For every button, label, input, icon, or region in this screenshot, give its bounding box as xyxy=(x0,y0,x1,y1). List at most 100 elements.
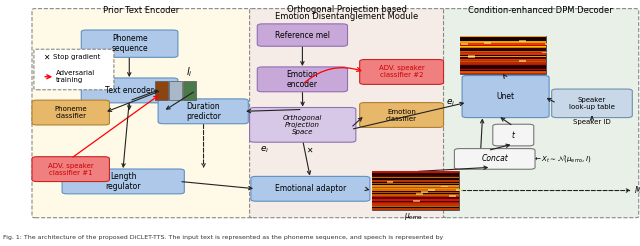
Text: Speaker ID: Speaker ID xyxy=(573,119,611,125)
Bar xyxy=(372,173,459,174)
Bar xyxy=(372,192,459,193)
Bar xyxy=(460,58,546,60)
Bar xyxy=(468,55,476,57)
Bar xyxy=(460,46,546,47)
FancyBboxPatch shape xyxy=(32,100,109,125)
Text: Orthogonal
Projection
Space: Orthogonal Projection Space xyxy=(283,115,323,135)
Bar xyxy=(460,36,546,74)
FancyBboxPatch shape xyxy=(81,30,178,57)
Bar xyxy=(372,179,459,180)
FancyBboxPatch shape xyxy=(444,9,639,218)
Bar xyxy=(460,39,546,41)
FancyBboxPatch shape xyxy=(32,157,109,182)
Bar xyxy=(372,207,459,208)
Bar xyxy=(372,174,459,175)
Text: Duration
predictor: Duration predictor xyxy=(186,102,221,121)
Text: Adversarial: Adversarial xyxy=(56,70,95,76)
Bar xyxy=(372,171,459,173)
Bar xyxy=(460,49,546,51)
FancyBboxPatch shape xyxy=(158,99,248,124)
Bar xyxy=(460,71,546,73)
FancyBboxPatch shape xyxy=(454,149,535,169)
Bar xyxy=(372,185,459,187)
Bar xyxy=(460,48,546,50)
Bar xyxy=(372,198,459,200)
Text: Phoneme
classifier: Phoneme classifier xyxy=(54,106,87,119)
Bar xyxy=(372,188,459,189)
Bar xyxy=(545,43,552,45)
Bar xyxy=(372,186,459,188)
Bar xyxy=(460,55,546,56)
Text: Mel loss: Mel loss xyxy=(635,186,640,195)
FancyBboxPatch shape xyxy=(462,76,549,118)
Bar xyxy=(372,182,459,183)
Bar xyxy=(449,195,456,197)
Bar xyxy=(542,52,549,53)
Bar xyxy=(422,191,428,193)
Bar xyxy=(460,62,546,64)
Text: Orthogonal Projection based: Orthogonal Projection based xyxy=(287,5,407,14)
Text: Text encoder: Text encoder xyxy=(105,86,154,95)
Bar xyxy=(413,200,420,202)
Bar xyxy=(416,193,423,195)
Bar xyxy=(169,81,182,100)
Text: Stop gradient: Stop gradient xyxy=(53,54,100,60)
Text: Emotion
classifier: Emotion classifier xyxy=(386,108,417,122)
Bar xyxy=(461,43,468,45)
Bar xyxy=(441,185,448,187)
FancyBboxPatch shape xyxy=(250,9,445,218)
FancyBboxPatch shape xyxy=(257,24,348,46)
Text: ✕: ✕ xyxy=(44,53,50,62)
Bar xyxy=(372,199,459,201)
Text: Prior Text Encoder: Prior Text Encoder xyxy=(102,6,179,15)
FancyBboxPatch shape xyxy=(360,60,444,84)
FancyBboxPatch shape xyxy=(250,108,356,142)
Bar xyxy=(372,203,459,204)
Bar xyxy=(183,81,196,100)
Bar xyxy=(460,70,546,71)
Bar xyxy=(372,176,459,178)
Text: training: training xyxy=(56,77,84,83)
Text: Unet: Unet xyxy=(497,92,515,101)
Bar xyxy=(372,200,459,202)
Bar xyxy=(460,53,546,55)
Bar xyxy=(428,189,435,191)
Bar xyxy=(372,197,459,198)
Text: Emotion
encoder: Emotion encoder xyxy=(287,70,318,89)
Bar xyxy=(460,57,546,59)
Bar xyxy=(460,38,546,40)
FancyBboxPatch shape xyxy=(81,78,178,103)
Bar xyxy=(460,45,546,46)
Text: Condition-enhanced DPM Decoder: Condition-enhanced DPM Decoder xyxy=(468,6,613,15)
FancyBboxPatch shape xyxy=(251,176,370,201)
Bar xyxy=(372,171,459,210)
Bar xyxy=(460,42,546,43)
Bar xyxy=(460,56,546,57)
Bar xyxy=(460,72,546,74)
Bar xyxy=(468,56,475,58)
Bar xyxy=(372,194,459,196)
Bar xyxy=(460,67,546,69)
Text: Fig. 1: The architecture of the proposed DiCLET-TTS. The input text is represent: Fig. 1: The architecture of the proposed… xyxy=(3,235,444,240)
Bar xyxy=(519,40,525,42)
Bar xyxy=(460,35,546,37)
Bar xyxy=(460,66,546,67)
Text: ✕: ✕ xyxy=(306,146,312,154)
Bar xyxy=(460,47,546,48)
Bar xyxy=(155,81,168,100)
Bar xyxy=(460,51,546,52)
Bar xyxy=(372,184,459,185)
Text: $\mu_{\rm emo}$: $\mu_{\rm emo}$ xyxy=(404,211,422,222)
Bar xyxy=(460,60,546,61)
Text: Length
regulator: Length regulator xyxy=(106,172,141,191)
Bar xyxy=(460,65,546,66)
Bar xyxy=(460,69,546,70)
Bar xyxy=(484,42,491,44)
Bar xyxy=(372,189,459,190)
Text: $l_i$: $l_i$ xyxy=(186,66,192,79)
Bar xyxy=(372,175,459,177)
Bar xyxy=(519,60,526,62)
Bar xyxy=(456,189,463,190)
Text: Reference mel: Reference mel xyxy=(275,31,330,40)
Text: Emotional adaptor: Emotional adaptor xyxy=(275,184,346,193)
